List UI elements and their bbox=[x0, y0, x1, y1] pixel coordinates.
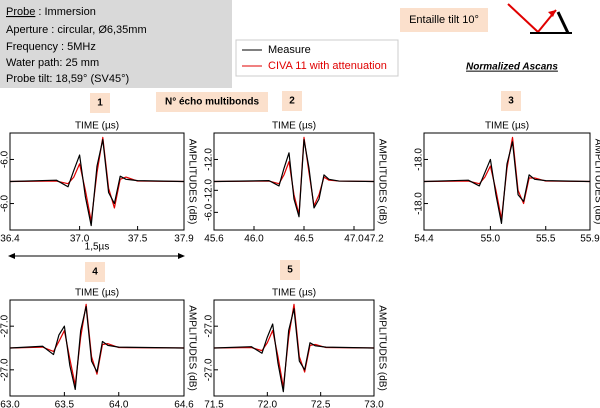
subtitle: Normalized Ascans bbox=[466, 62, 558, 73]
waveform bbox=[9, 303, 185, 386]
x-tick-label: 72.0 bbox=[258, 400, 278, 408]
number-box bbox=[85, 262, 105, 282]
y-tick-label: -27.0 bbox=[204, 314, 215, 337]
y-tick-label: -12.0 bbox=[204, 178, 215, 201]
number-box bbox=[501, 91, 521, 111]
number-box bbox=[280, 260, 300, 280]
waveform bbox=[213, 303, 375, 388]
x-tick-label: 46.0 bbox=[244, 234, 264, 245]
echo-label: N° écho multibonds bbox=[165, 97, 259, 108]
chart-number: 5 bbox=[287, 265, 293, 276]
waveform bbox=[9, 305, 185, 391]
chart-number: 2 bbox=[289, 96, 295, 107]
number-box bbox=[90, 93, 110, 113]
legend-box bbox=[235, 39, 399, 77]
x-tick-label: 64.0 bbox=[109, 400, 129, 408]
notch-diagram bbox=[507, 3, 572, 34]
y-axis-label: AMPLITUDES (dB) bbox=[186, 139, 197, 225]
y-tick-label: -18.0 bbox=[414, 192, 425, 215]
probe-info: Aperture : circular, Ø6,35mm bbox=[6, 24, 147, 36]
waveform bbox=[423, 141, 591, 224]
y-tick-label: -18.0 bbox=[414, 148, 425, 171]
waveform bbox=[423, 136, 591, 220]
waveform bbox=[213, 308, 375, 393]
legend-entry: CIVA 11 with attenuation bbox=[268, 60, 387, 72]
notch-box bbox=[400, 8, 488, 32]
span-label: 1,5µs bbox=[85, 242, 110, 253]
y-tick-label: -6.0 bbox=[204, 203, 215, 221]
x-tick-label: 37.0 bbox=[70, 234, 90, 245]
x-tick-label: 37.5 bbox=[128, 234, 148, 245]
y-tick-label: -27.0 bbox=[204, 358, 215, 381]
probe-info: Probe tilt: 18,59° (SV45°) bbox=[6, 73, 129, 85]
notch-label: Entaille tilt 10° bbox=[409, 14, 479, 26]
x-tick-label: 36.4 bbox=[0, 234, 20, 245]
chart-title: TIME (µs) bbox=[75, 288, 119, 299]
y-tick-label: -6.0 bbox=[0, 150, 11, 168]
y-tick-label: -27.0 bbox=[0, 314, 11, 337]
x-tick-label: 64.6 bbox=[174, 400, 194, 408]
probe-box bbox=[0, 0, 232, 88]
waveform bbox=[213, 136, 375, 216]
x-tick-label: 73.0 bbox=[364, 400, 384, 408]
chart-title: TIME (µs) bbox=[485, 121, 529, 132]
x-tick-label: 47.0 bbox=[344, 234, 364, 245]
span-arrow bbox=[8, 253, 185, 259]
y-tick-label: -27.0 bbox=[0, 358, 11, 381]
chart-number: 4 bbox=[92, 267, 98, 278]
waveform bbox=[9, 136, 185, 222]
chart-number: 1 bbox=[97, 98, 103, 109]
probe-line: Probe: Immersion bbox=[6, 6, 96, 18]
chart-title: TIME (µs) bbox=[272, 121, 316, 132]
x-tick-label: 71.5 bbox=[204, 400, 224, 408]
probe-value: : Immersion bbox=[38, 6, 95, 18]
chart-title: TIME (µs) bbox=[75, 121, 119, 132]
waveform bbox=[9, 139, 185, 227]
y-axis-label: AMPLITUDES (dB) bbox=[186, 305, 197, 391]
probe-info: Water path: 25 mm bbox=[6, 57, 99, 69]
probe-info: Frequency : 5MHz bbox=[6, 41, 96, 53]
y-tick-label: -6.0 bbox=[0, 194, 11, 212]
x-tick-label: 46.5 bbox=[294, 234, 314, 245]
x-tick-label: 63.0 bbox=[0, 400, 20, 408]
x-tick-label: 47.2 bbox=[364, 234, 384, 245]
x-tick-label: 72.5 bbox=[311, 400, 331, 408]
x-tick-label: 45.6 bbox=[204, 234, 224, 245]
y-tick-label: -12.0 bbox=[204, 148, 215, 171]
waveform bbox=[213, 139, 375, 218]
x-tick-label: 55.9 bbox=[580, 234, 600, 245]
x-tick-label: 55.5 bbox=[536, 234, 556, 245]
chart-number: 3 bbox=[508, 96, 514, 107]
x-tick-label: 63.5 bbox=[55, 400, 75, 408]
y-axis-label: AMPLITUDES (dB) bbox=[376, 305, 387, 391]
chart-title: TIME (µs) bbox=[272, 288, 316, 299]
number-box bbox=[282, 91, 302, 111]
x-tick-label: 37.9 bbox=[174, 234, 194, 245]
y-axis-label: AMPLITUDES (dB) bbox=[376, 139, 387, 225]
x-tick-label: 54.4 bbox=[414, 234, 434, 245]
echo-box bbox=[156, 92, 268, 112]
y-axis-label: AMPLITUDES (dB) bbox=[592, 139, 600, 225]
probe-label: Probe bbox=[6, 6, 35, 18]
legend-entry: Measure bbox=[268, 44, 311, 56]
x-tick-label: 55.0 bbox=[481, 234, 501, 245]
